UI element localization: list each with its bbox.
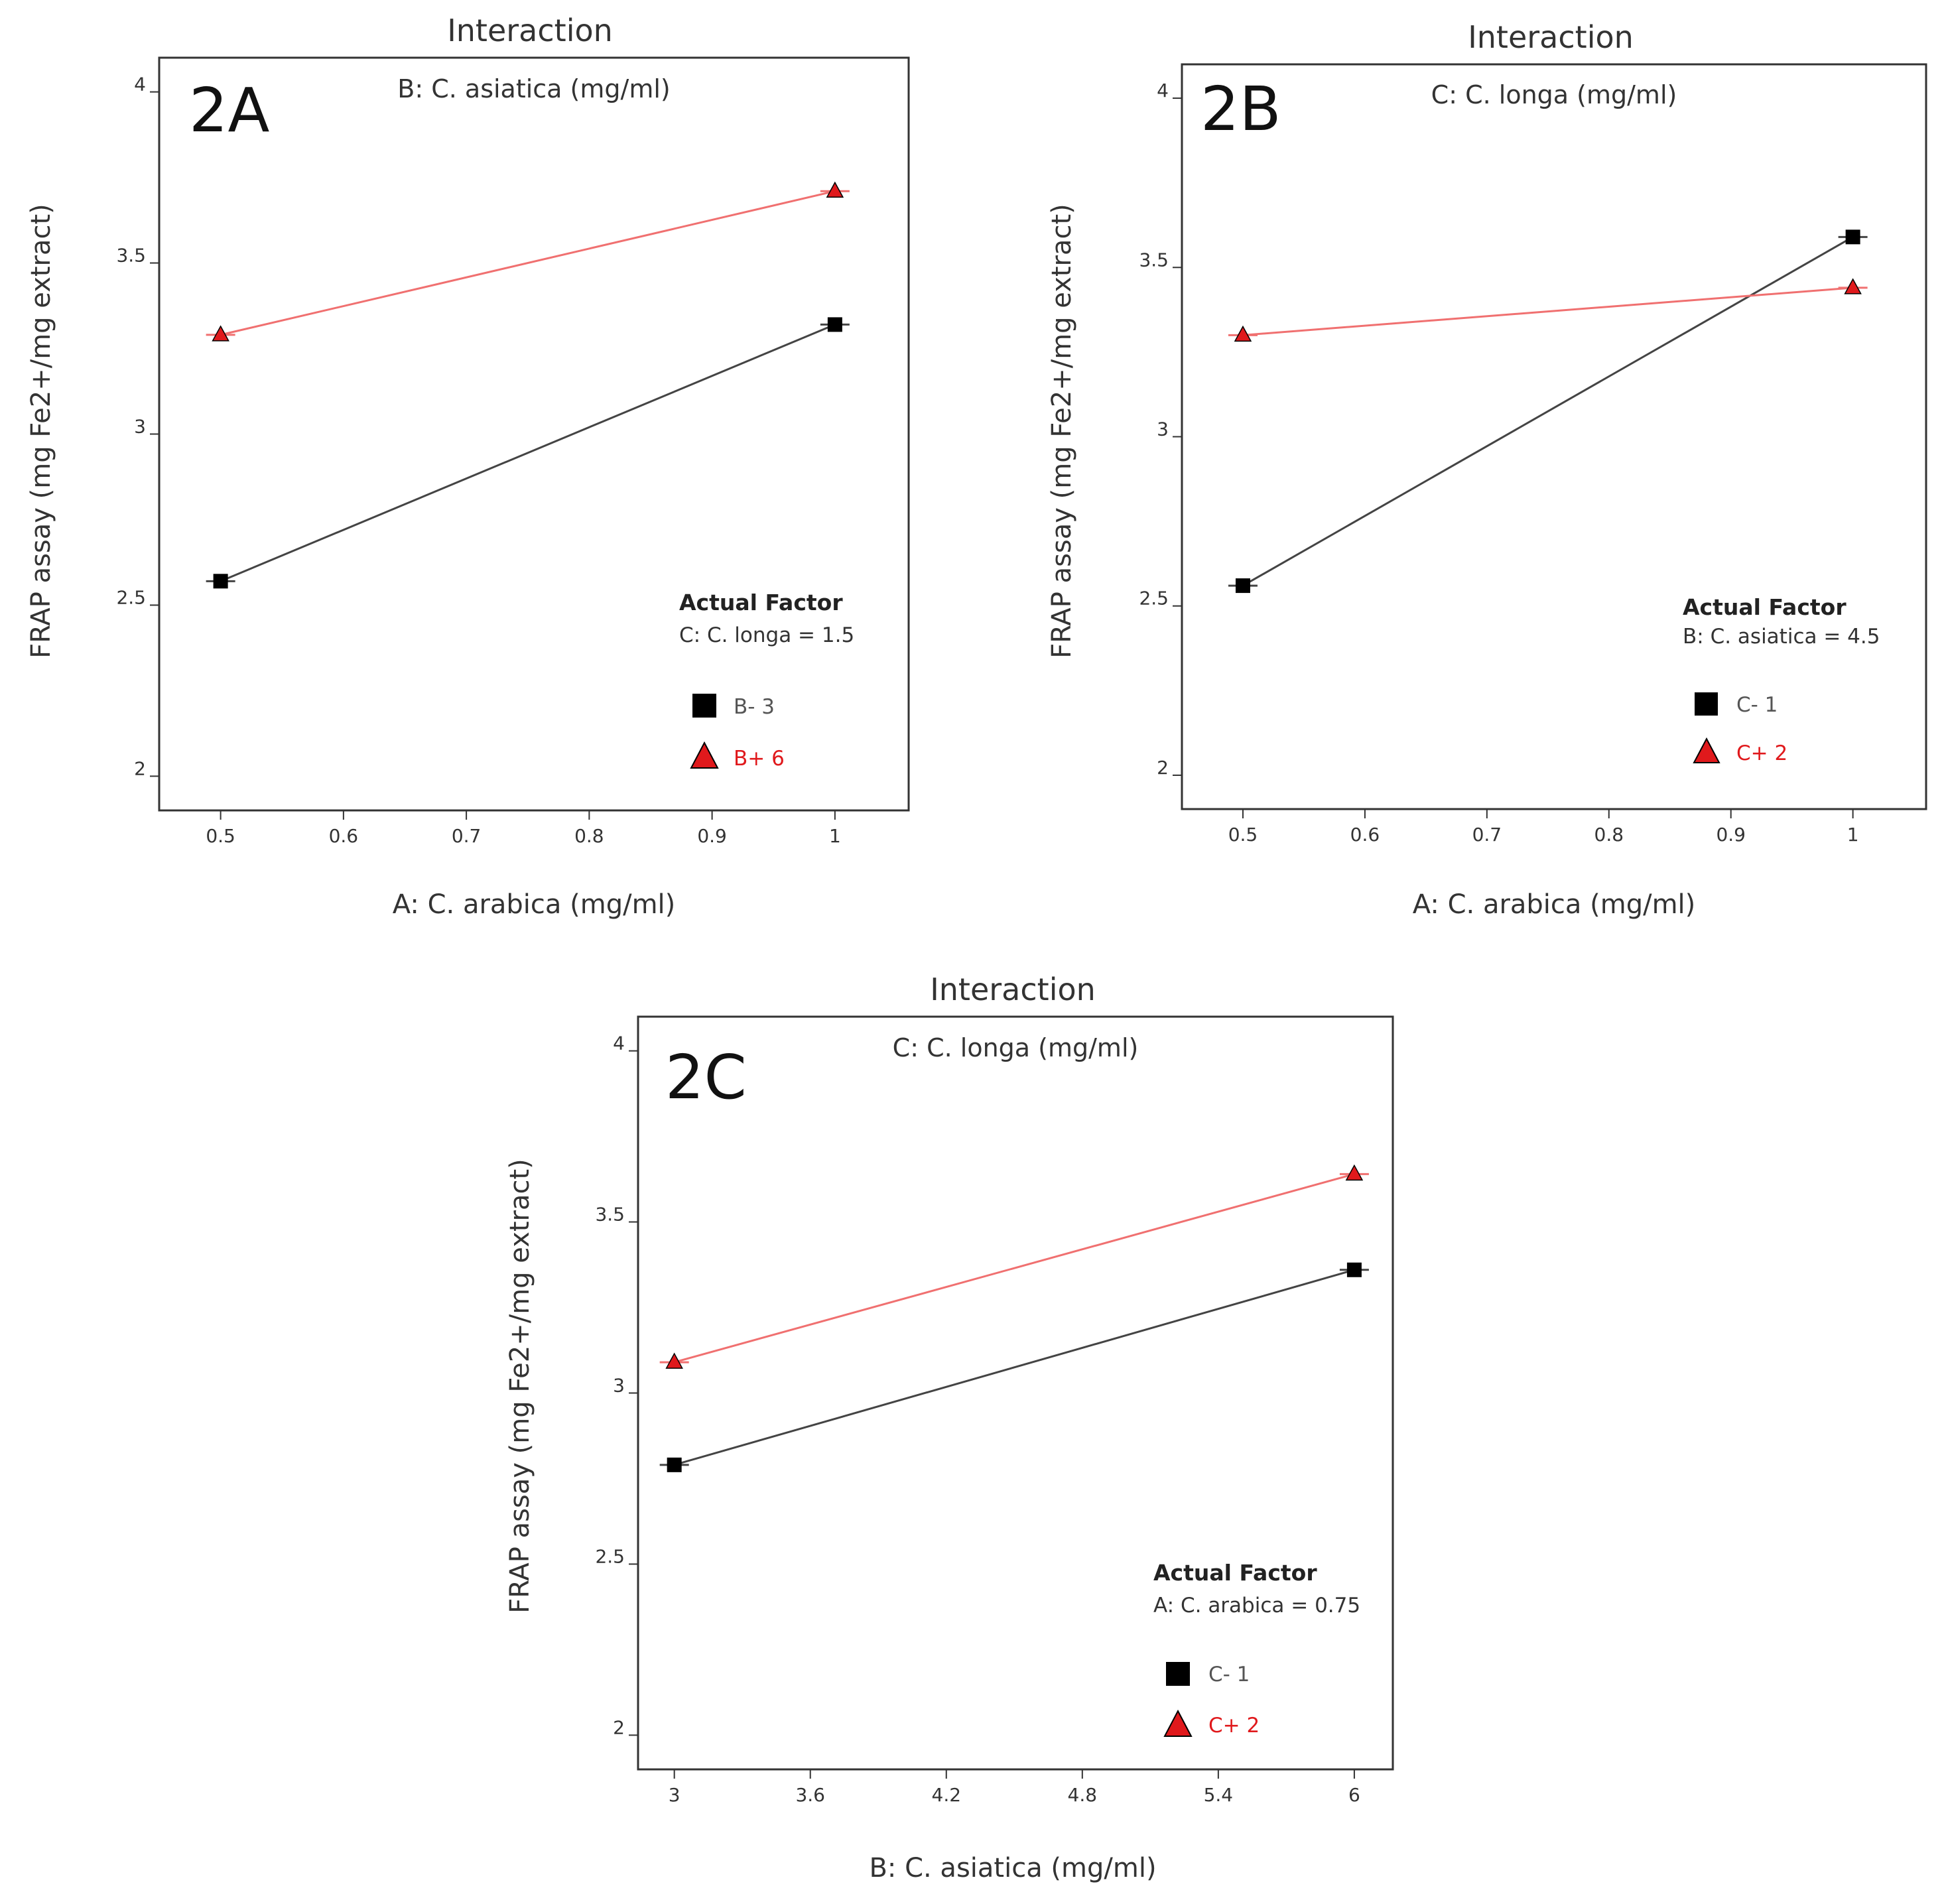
y-axis-label: FRAP assay (mg Fe2+/mg extract) (505, 1159, 535, 1614)
x-tick-label: 0.5 (206, 825, 235, 847)
legend-triangle-marker (1163, 1709, 1193, 1737)
chart-title: Interaction (447, 13, 613, 48)
legend-label-high: C+ 2 (1736, 741, 1787, 765)
x-tick-label: 0.7 (452, 825, 482, 847)
x-tick-label: 0.8 (574, 825, 604, 847)
y-tick-label: 4 (134, 74, 146, 95)
data-point-triangle (665, 1352, 683, 1369)
data-point-triangle (826, 181, 844, 198)
x-tick-label: 4.2 (932, 1784, 962, 1806)
legend-square-marker (1166, 1662, 1190, 1686)
series-line (1242, 286, 1853, 336)
data-point-square (1845, 229, 1860, 245)
panel-label: 2C (665, 1042, 747, 1113)
legend-square-marker (1695, 692, 1718, 716)
chart-subtitle: C: C. longa (mg/ml) (893, 1033, 1139, 1062)
data-marks (1228, 229, 1868, 594)
data-point-triangle (1345, 1164, 1364, 1181)
series-line (674, 1173, 1355, 1364)
x-tick-label: 0.6 (329, 825, 359, 847)
axis-ticks: 2 2.5 3 3.5 4 0.5 0.6 0.7 0.8 0.9 1 (1139, 80, 1858, 846)
data-marks (206, 181, 850, 589)
data-point-triangle (1234, 325, 1252, 342)
panel-label: 2B (1200, 74, 1281, 145)
legend-square-marker (692, 694, 716, 718)
x-tick-label: 0.5 (1228, 824, 1258, 846)
x-tick-label: 5.4 (1204, 1784, 1234, 1806)
legend: C- 1 C+ 2 (1693, 692, 1787, 765)
actual-factor-value: A: C. arabica = 0.75 (1153, 1594, 1360, 1618)
legend: B- 3 B+ 6 (690, 694, 785, 771)
y-tick-label: 2 (613, 1716, 625, 1738)
x-tick-label: 0.6 (1350, 824, 1380, 846)
y-tick-label: 2.5 (595, 1545, 625, 1567)
legend-label-low: C- 1 (1208, 1663, 1250, 1686)
x-tick-label: 0.9 (1716, 824, 1746, 846)
x-tick-label: 4.8 (1068, 1784, 1098, 1806)
actual-factor-heading: Actual Factor (679, 590, 843, 615)
x-tick-label: 1 (829, 825, 841, 847)
y-tick-label: 3 (1157, 418, 1169, 440)
y-tick-label: 2.5 (1139, 588, 1169, 609)
chart-title: Interaction (1468, 19, 1634, 55)
x-axis-label: A: C. arabica (mg/ml) (1413, 889, 1696, 920)
actual-factor-value: B: C. asiatica = 4.5 (1683, 625, 1880, 649)
data-point-square (827, 317, 842, 332)
axis-ticks: 2 2.5 3 3.5 4 0.5 0.6 0.7 0.8 0.9 1 (116, 74, 840, 847)
data-marks (659, 1164, 1369, 1472)
x-tick-label: 3 (669, 1784, 680, 1806)
chart-title: Interaction (930, 972, 1096, 1007)
actual-factor-note: Actual Factor C: C. longa = 1.5 (679, 590, 854, 647)
legend-label-low: C- 1 (1736, 693, 1778, 717)
data-point-square (667, 1457, 682, 1472)
y-tick-label: 3.5 (595, 1204, 625, 1226)
data-point-triangle (1844, 278, 1862, 294)
chart-panel-2a: Interaction B: C. asiatica (mg/ml) 2A FR… (26, 13, 910, 920)
x-axis-label: A: C. arabica (mg/ml) (393, 889, 676, 920)
actual-factor-value: C: C. longa = 1.5 (679, 623, 854, 647)
data-point-square (1235, 578, 1250, 594)
series-line (674, 1269, 1355, 1466)
x-tick-label: 0.8 (1594, 824, 1624, 846)
legend: C- 1 C+ 2 (1163, 1662, 1260, 1738)
y-tick-label: 2 (134, 757, 146, 779)
y-tick-label: 3 (613, 1375, 625, 1397)
x-tick-label: 1 (1847, 824, 1859, 846)
actual-factor-heading: Actual Factor (1153, 1560, 1317, 1586)
x-axis-label: B: C. asiatica (mg/ml) (869, 1853, 1156, 1883)
actual-factor-note: Actual Factor B: C. asiatica = 4.5 (1683, 594, 1880, 649)
legend-label-high: C+ 2 (1208, 1714, 1260, 1738)
y-axis-label: FRAP assay (mg Fe2+/mg extract) (26, 204, 56, 659)
panel-label: 2A (189, 75, 270, 146)
legend-triangle-marker (1693, 737, 1720, 763)
y-tick-label: 3.5 (1139, 249, 1169, 271)
y-tick-label: 2.5 (116, 586, 146, 608)
y-tick-label: 4 (1157, 80, 1169, 101)
x-tick-label: 0.7 (1472, 824, 1502, 846)
series-line (220, 190, 836, 336)
y-tick-label: 4 (613, 1033, 625, 1054)
y-tick-label: 3.5 (116, 245, 146, 267)
chart-panel-2c: Interaction C: C. longa (mg/ml) 2C FRAP … (505, 972, 1394, 1883)
y-tick-label: 2 (1157, 757, 1169, 779)
chart-subtitle: B: C. asiatica (mg/ml) (397, 74, 670, 103)
legend-label-high: B+ 6 (734, 747, 785, 771)
data-point-square (1346, 1262, 1362, 1277)
actual-factor-heading: Actual Factor (1683, 594, 1847, 620)
actual-factor-note: Actual Factor A: C. arabica = 0.75 (1153, 1560, 1360, 1618)
legend-label-low: B- 3 (734, 695, 775, 719)
y-tick-label: 3 (134, 416, 146, 438)
chart-panel-2b: Interaction C: C. longa (mg/ml) 2B FRAP … (1047, 19, 1927, 920)
data-point-triangle (212, 325, 229, 342)
series-line (220, 324, 836, 582)
data-point-square (213, 574, 228, 589)
x-tick-label: 0.9 (697, 825, 727, 847)
x-tick-label: 6 (1348, 1784, 1360, 1806)
x-tick-label: 3.6 (795, 1784, 825, 1806)
axis-ticks: 2 2.5 3 3.5 4 3 3.6 4.2 4.8 5.4 6 (595, 1033, 1360, 1806)
y-axis-label: FRAP assay (mg Fe2+/mg extract) (1047, 204, 1077, 659)
legend-triangle-marker (690, 741, 719, 769)
chart-subtitle: C: C. longa (mg/ml) (1431, 80, 1677, 109)
